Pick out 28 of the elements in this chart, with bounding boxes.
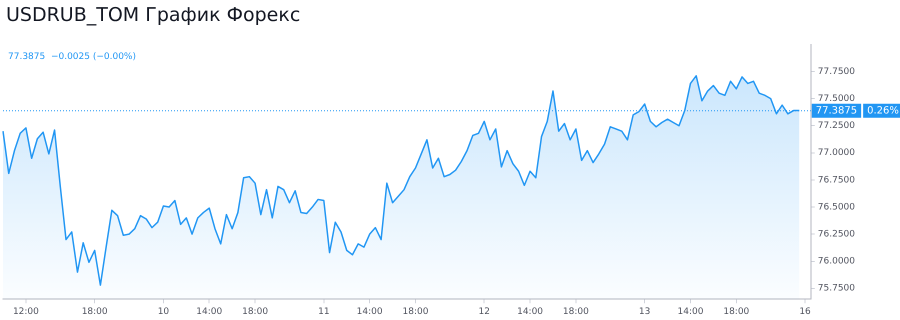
x-tick-label: 14:00 (517, 306, 544, 317)
x-tick-label: 18:00 (562, 306, 590, 317)
chart-title: USDRUB_TOM График Форекс (6, 4, 300, 26)
y-tick-label: 76.7500 (818, 175, 856, 186)
y-tick-label: 76.5000 (818, 202, 856, 212)
x-tick-label: 14:00 (196, 306, 222, 317)
x-tick-label: 16 (799, 306, 812, 317)
y-tick-label: 76.2500 (818, 229, 856, 240)
x-tick-label: 14:00 (678, 306, 704, 317)
y-tick-label: 75.7500 (818, 284, 856, 294)
x-tick-label: 18:00 (402, 306, 429, 317)
ref-line-label: 77.3875 (816, 105, 858, 116)
x-tick-label: 18:00 (723, 306, 750, 317)
x-tick-label: 18:00 (242, 306, 268, 317)
x-tick-label: 14:00 (356, 306, 383, 317)
text: 0.26% (867, 105, 899, 116)
y-tick-label: 77.5000 (818, 94, 856, 104)
y-tick-label: 77.0000 (818, 148, 856, 158)
x-tick-label: 18:00 (82, 306, 108, 317)
y-tick-label: 77.7500 (818, 66, 856, 77)
x-tick-label: 12:00 (12, 306, 40, 317)
x-tick-label: 11 (318, 306, 330, 317)
x-tick-label: 10 (158, 306, 170, 317)
y-tick-label: 77.2500 (818, 121, 856, 132)
x-tick-label: 12 (478, 306, 490, 317)
x-tick-label: 13 (638, 306, 650, 317)
annotation: 77.3875 −0.0025 (−0.00%) (8, 52, 136, 62)
y-tick-label: 76.0000 (818, 256, 856, 267)
